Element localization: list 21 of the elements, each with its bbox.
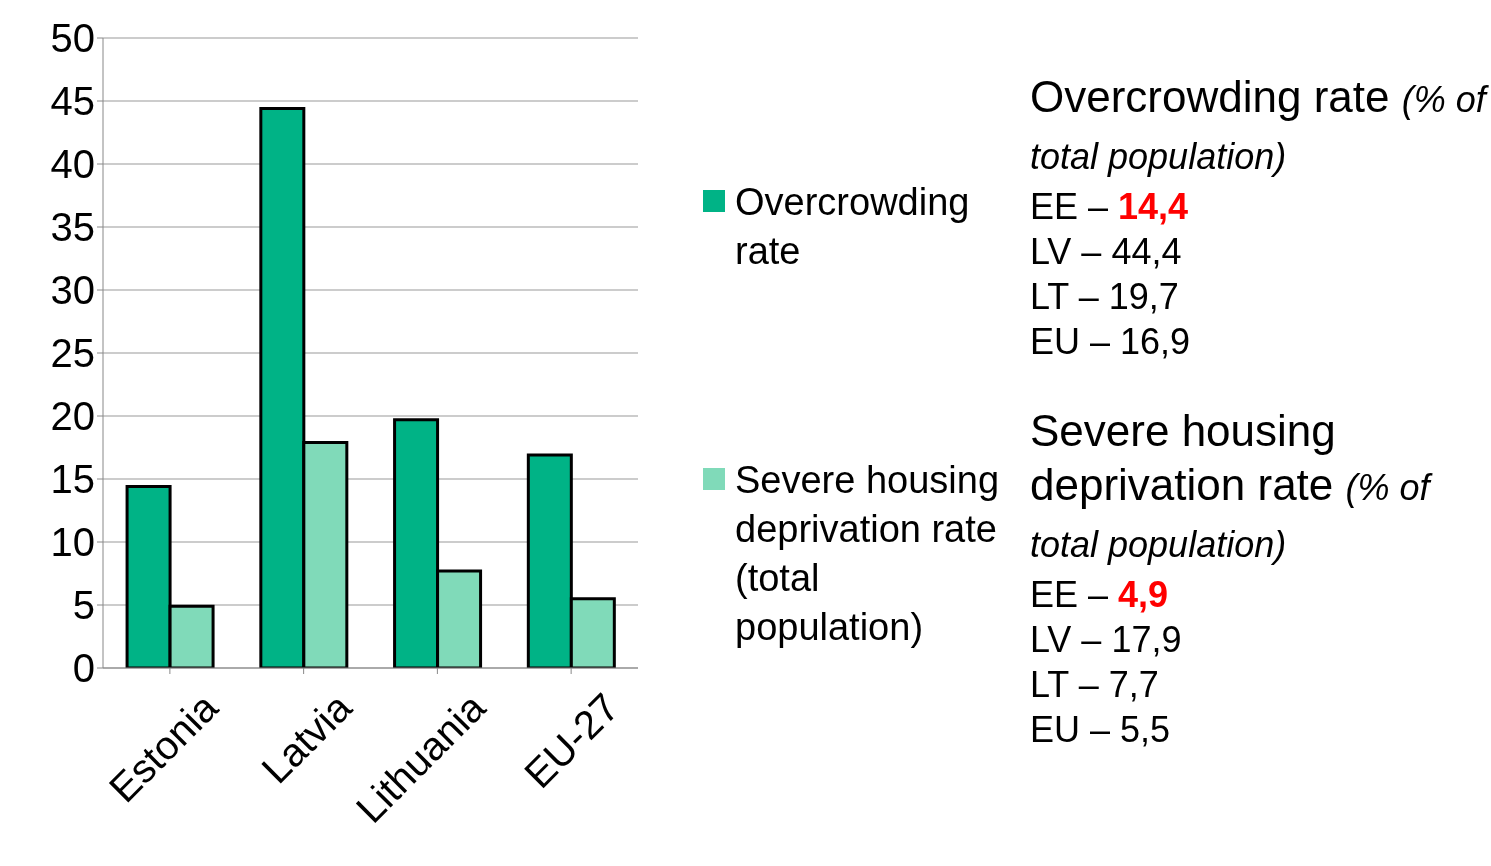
y-tick-label: 10	[50, 520, 95, 565]
text: LT – 7,7	[1030, 663, 1160, 707]
y-tick-label: 25	[50, 331, 95, 376]
text: EU – 5,5	[1030, 708, 1172, 752]
legend-label: Severe housing deprivation rate (total population)	[735, 458, 1001, 650]
y-tick-label: 35	[50, 205, 95, 250]
y-tick-label: 40	[50, 142, 95, 187]
y-tick-label: 20	[50, 394, 95, 439]
text: EE – 4,9	[1030, 573, 1170, 617]
text: LV – 44,4	[1030, 230, 1183, 274]
text: EE – 14,4	[1030, 185, 1190, 229]
y-tick-label: 5	[72, 583, 95, 628]
y-tick-label: 30	[50, 268, 95, 313]
y-tick-label: 0	[72, 646, 95, 691]
text: LT – 19,7	[1030, 275, 1180, 319]
text: LV – 17,9	[1030, 618, 1183, 662]
y-tick-label: 15	[50, 457, 95, 502]
y-tick-label: 45	[50, 79, 95, 124]
text: EU – 16,9	[1030, 320, 1192, 364]
y-tick-label: 50	[50, 16, 95, 61]
legend-label: Overcrowding rate	[735, 180, 971, 274]
